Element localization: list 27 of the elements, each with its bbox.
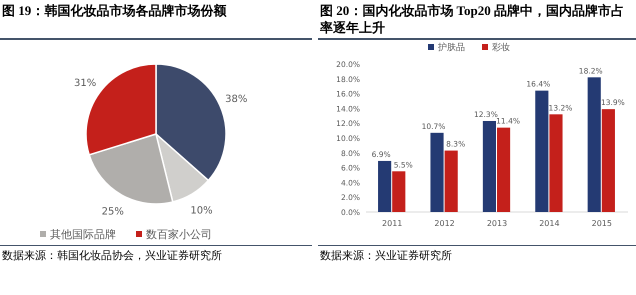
chart-title: 图 19：韩国化妆品市场各品牌市场份额 (2, 2, 228, 19)
bar (444, 150, 458, 212)
source-note: 数据来源：韩国化妆品协会，兴业证券研究所 (2, 248, 222, 263)
legend-label: 护肤品 (437, 42, 465, 53)
data-label: 25% (102, 206, 124, 218)
bar (549, 114, 563, 212)
bar (392, 171, 406, 212)
bar (497, 128, 510, 212)
x-tick-label: 2011 (382, 219, 402, 228)
x-tick-label: 2014 (539, 219, 560, 228)
chart-title: 图 20：国内化妆品市场 Top20 品牌中，国内品牌市占率逐年上升 (320, 2, 625, 36)
bar (482, 120, 496, 212)
x-tick-label: 2012 (434, 219, 455, 228)
data-label: 10% (190, 205, 213, 216)
legend-label: 彩妆 (492, 42, 510, 53)
legend-label: 数百家小公司 (146, 228, 212, 241)
legend-label: 其他国际品牌 (50, 228, 116, 241)
data-label: 38% (225, 94, 248, 105)
bar (535, 90, 548, 212)
x-tick-label: 2013 (486, 219, 508, 228)
bar (588, 77, 601, 212)
data-label: 31% (74, 78, 96, 89)
x-tick-label: 2015 (592, 219, 612, 228)
bar (602, 109, 615, 212)
bar (378, 160, 392, 212)
bar (430, 132, 444, 212)
source-note: 数据来源：兴业证券研究所 (320, 248, 452, 263)
